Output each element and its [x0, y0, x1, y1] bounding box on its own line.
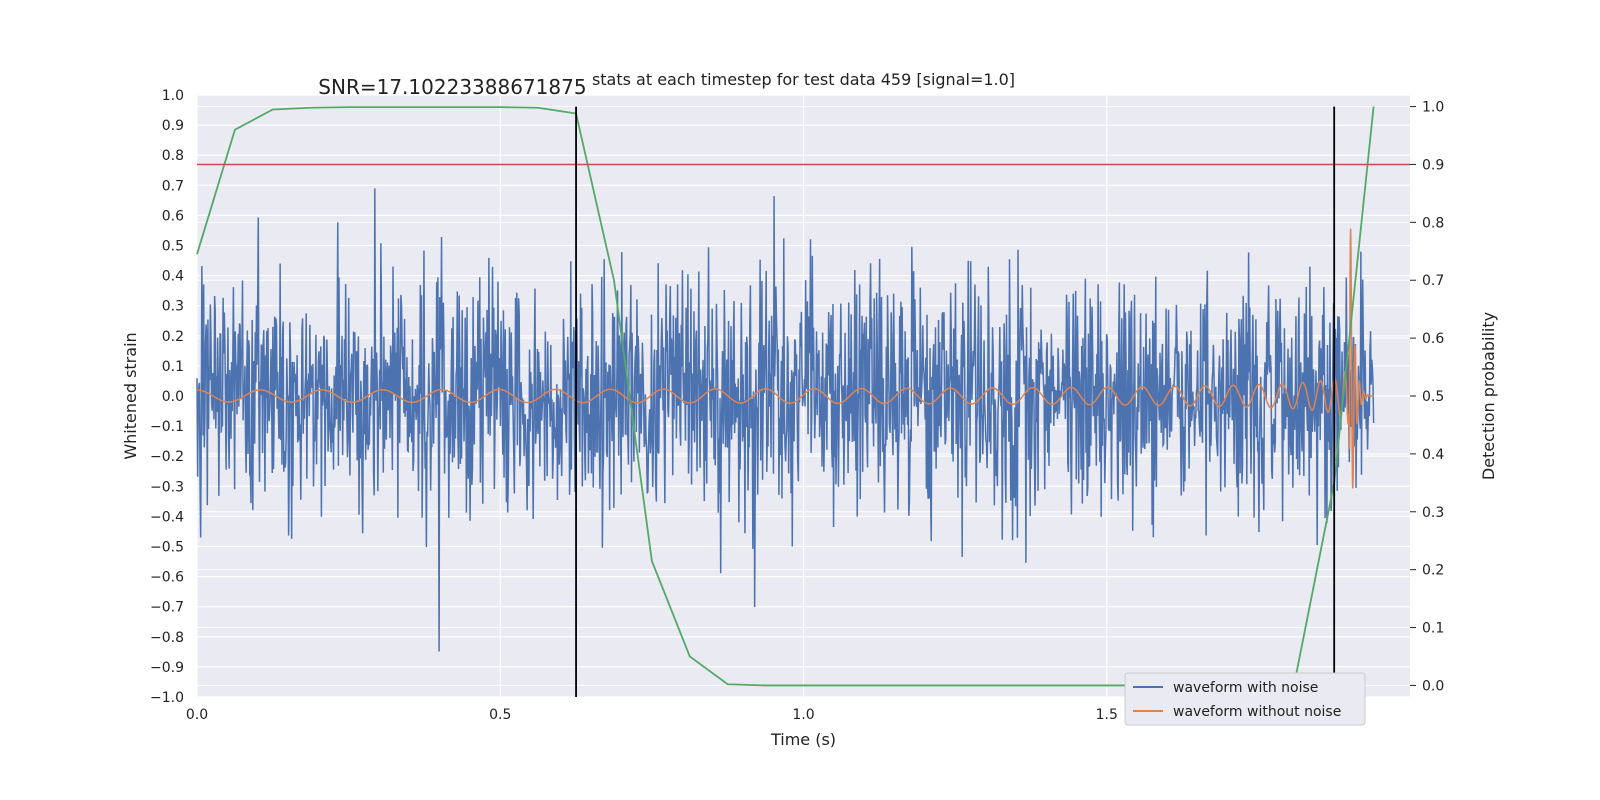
- y-tick-label-7: −0.3: [150, 479, 184, 495]
- y2-tick-label-5: 0.5: [1422, 389, 1444, 405]
- y2-tick-label-1: 0.1: [1422, 621, 1444, 637]
- y-tick-label-3: −0.7: [150, 600, 184, 616]
- y-tick-label-11: 0.1: [162, 359, 184, 375]
- legend-entry-noise: waveform with noise: [1173, 680, 1318, 696]
- y-tick-label-5: −0.5: [150, 540, 184, 556]
- y2-tick-label-6: 0.6: [1422, 331, 1444, 347]
- y-tick-label-2: −0.8: [150, 630, 184, 646]
- series-waveform-with-noise: [196, 188, 1375, 652]
- y2-tick-label-10: 1.0: [1422, 100, 1444, 116]
- legend-entry-clean: waveform without noise: [1173, 704, 1341, 720]
- y2-tick-label-9: 0.9: [1422, 157, 1444, 173]
- y2-tick-label-0: 0.0: [1422, 678, 1444, 694]
- y-tick-label-0: −1.0: [150, 690, 184, 706]
- y2-tick-label-7: 0.7: [1422, 273, 1444, 289]
- y-tick-label-13: 0.3: [162, 299, 184, 315]
- y2-tick-label-4: 0.4: [1422, 447, 1444, 463]
- legend-box: [1124, 672, 1366, 726]
- x-axis-title: Time (s): [770, 730, 836, 749]
- x-tick-label-1: 0.5: [489, 707, 511, 723]
- y-tick-label-6: −0.4: [150, 509, 184, 525]
- y2-tick-label-3: 0.3: [1422, 505, 1444, 521]
- y-tick-label-17: 0.7: [162, 178, 184, 194]
- y-tick-label-10: 0.0: [162, 389, 184, 405]
- y-tick-label-1: −0.9: [150, 660, 184, 676]
- y-tick-label-9: −0.1: [150, 419, 184, 435]
- tick-labels: 0.0 0.5 1.0 1.5 −1.0 −0.9 −0.8 −0.7 −0.6 −0.5 −0.4…: [150, 88, 1444, 723]
- y2-axis-title: Detection probability: [1479, 312, 1498, 480]
- y-tick-label-20: 1.0: [162, 88, 184, 104]
- x-tick-label-2: 1.0: [792, 707, 814, 723]
- y2-tick-label-8: 0.8: [1422, 215, 1444, 231]
- y-tick-label-8: −0.2: [150, 449, 184, 465]
- legend: waveform with noise waveform without noi…: [1124, 672, 1366, 726]
- series-waveform-without-noise: [197, 228, 1374, 489]
- y-tick-label-14: 0.4: [162, 269, 184, 285]
- y-tick-label-19: 0.9: [162, 118, 184, 134]
- y-tick-label-16: 0.6: [162, 208, 184, 224]
- y-tick-label-15: 0.5: [162, 239, 184, 255]
- chart-title: stats at each timestep for test data 459…: [592, 70, 1015, 89]
- x-tick-label-0: 0.0: [186, 707, 208, 723]
- y2-tick-label-2: 0.2: [1422, 563, 1444, 579]
- reference-lines: [197, 106, 1410, 697]
- y-tick-label-12: 0.2: [162, 329, 184, 345]
- snr-annotation: SNR=17.10223388671875: [318, 75, 586, 99]
- y-tick-label-18: 0.8: [162, 148, 184, 164]
- x-tick-label-3: 1.5: [1096, 707, 1118, 723]
- y-axis-title: Whitened strain: [121, 332, 140, 459]
- y-tick-label-4: −0.6: [150, 570, 184, 586]
